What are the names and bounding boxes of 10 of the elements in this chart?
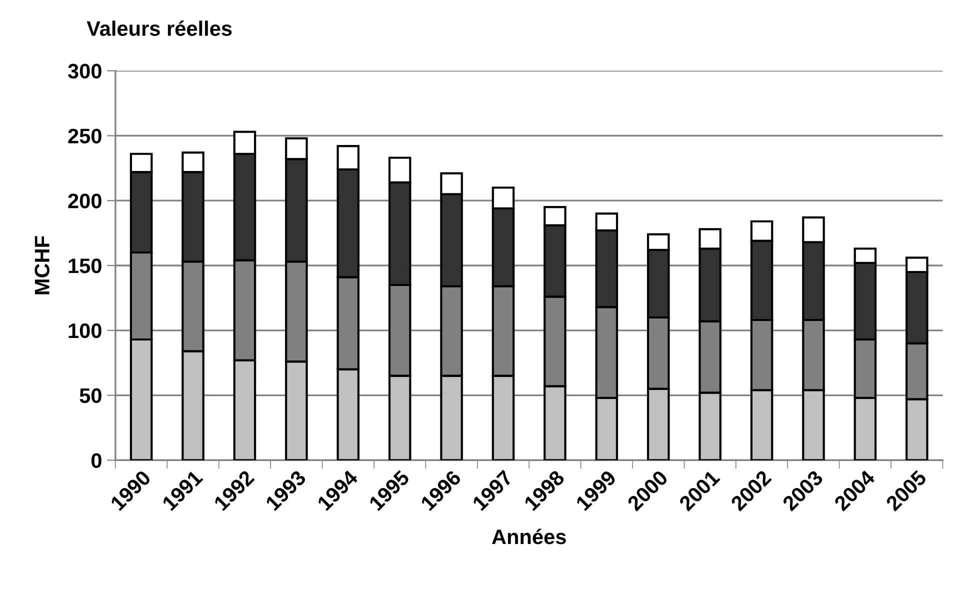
- y-tick-label: 100: [68, 323, 102, 338]
- y-tick-label: 0: [91, 453, 102, 468]
- y-tick-label: 150: [68, 258, 102, 274]
- y-tick-label: 300: [68, 64, 102, 79]
- x-axis-title: Années: [492, 528, 566, 544]
- y-tick-label: 50: [80, 388, 102, 404]
- chart-title: Valeurs réelles: [86, 20, 232, 36]
- y-axis-title: MCHF: [34, 236, 50, 294]
- y-tick-label: 250: [68, 128, 102, 144]
- y-tick-label: 200: [68, 194, 102, 208]
